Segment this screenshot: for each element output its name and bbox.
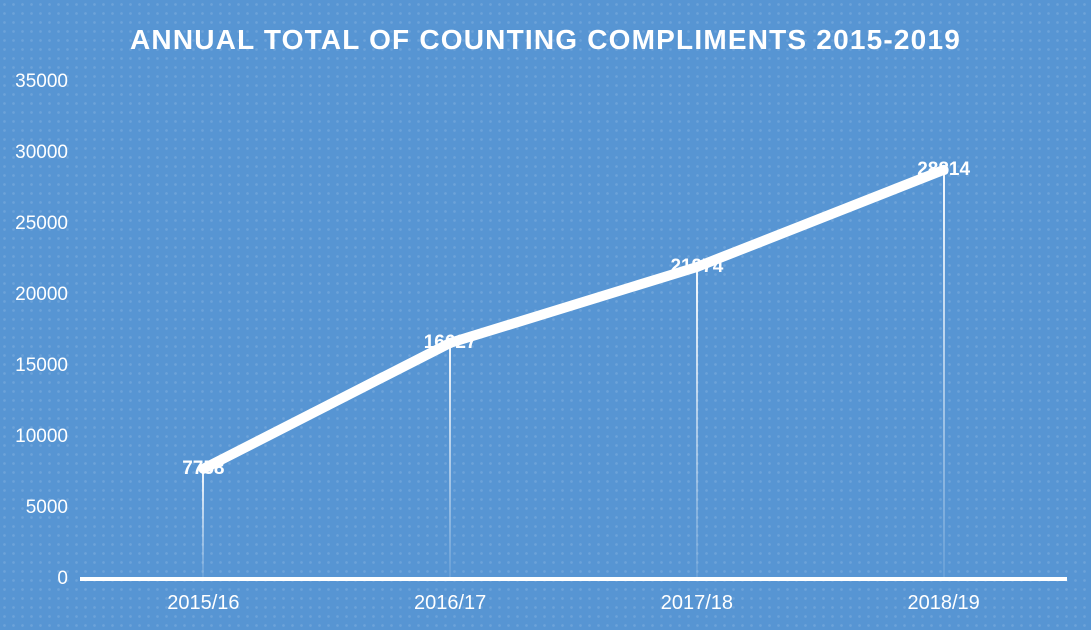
drop-line <box>449 342 452 577</box>
y-tick-label: 20000 <box>15 284 68 305</box>
line-path <box>198 164 949 474</box>
y-tick-label: 10000 <box>15 426 68 447</box>
y-tick-label: 25000 <box>15 213 68 234</box>
x-axis-line <box>80 577 1067 581</box>
y-tick-label: 15000 <box>15 355 68 376</box>
x-axis-label: 2015/16 <box>167 592 240 614</box>
x-axis-label: 2016/17 <box>413 592 487 614</box>
y-tick-label: 0 <box>57 568 68 589</box>
drop-line <box>695 266 698 577</box>
y-tick-label: 35000 <box>15 71 68 92</box>
y-tick-label: 5000 <box>25 497 68 518</box>
y-tick-label: 30000 <box>15 142 68 163</box>
drop-line <box>202 468 205 577</box>
x-axis-label: 2017/18 <box>660 592 734 614</box>
x-axis-label: 2018/19 <box>907 592 980 614</box>
chart-title: ANNUAL TOTAL OF COUNTING COMPLIMENTS 201… <box>129 24 961 55</box>
drop-line <box>942 169 945 577</box>
